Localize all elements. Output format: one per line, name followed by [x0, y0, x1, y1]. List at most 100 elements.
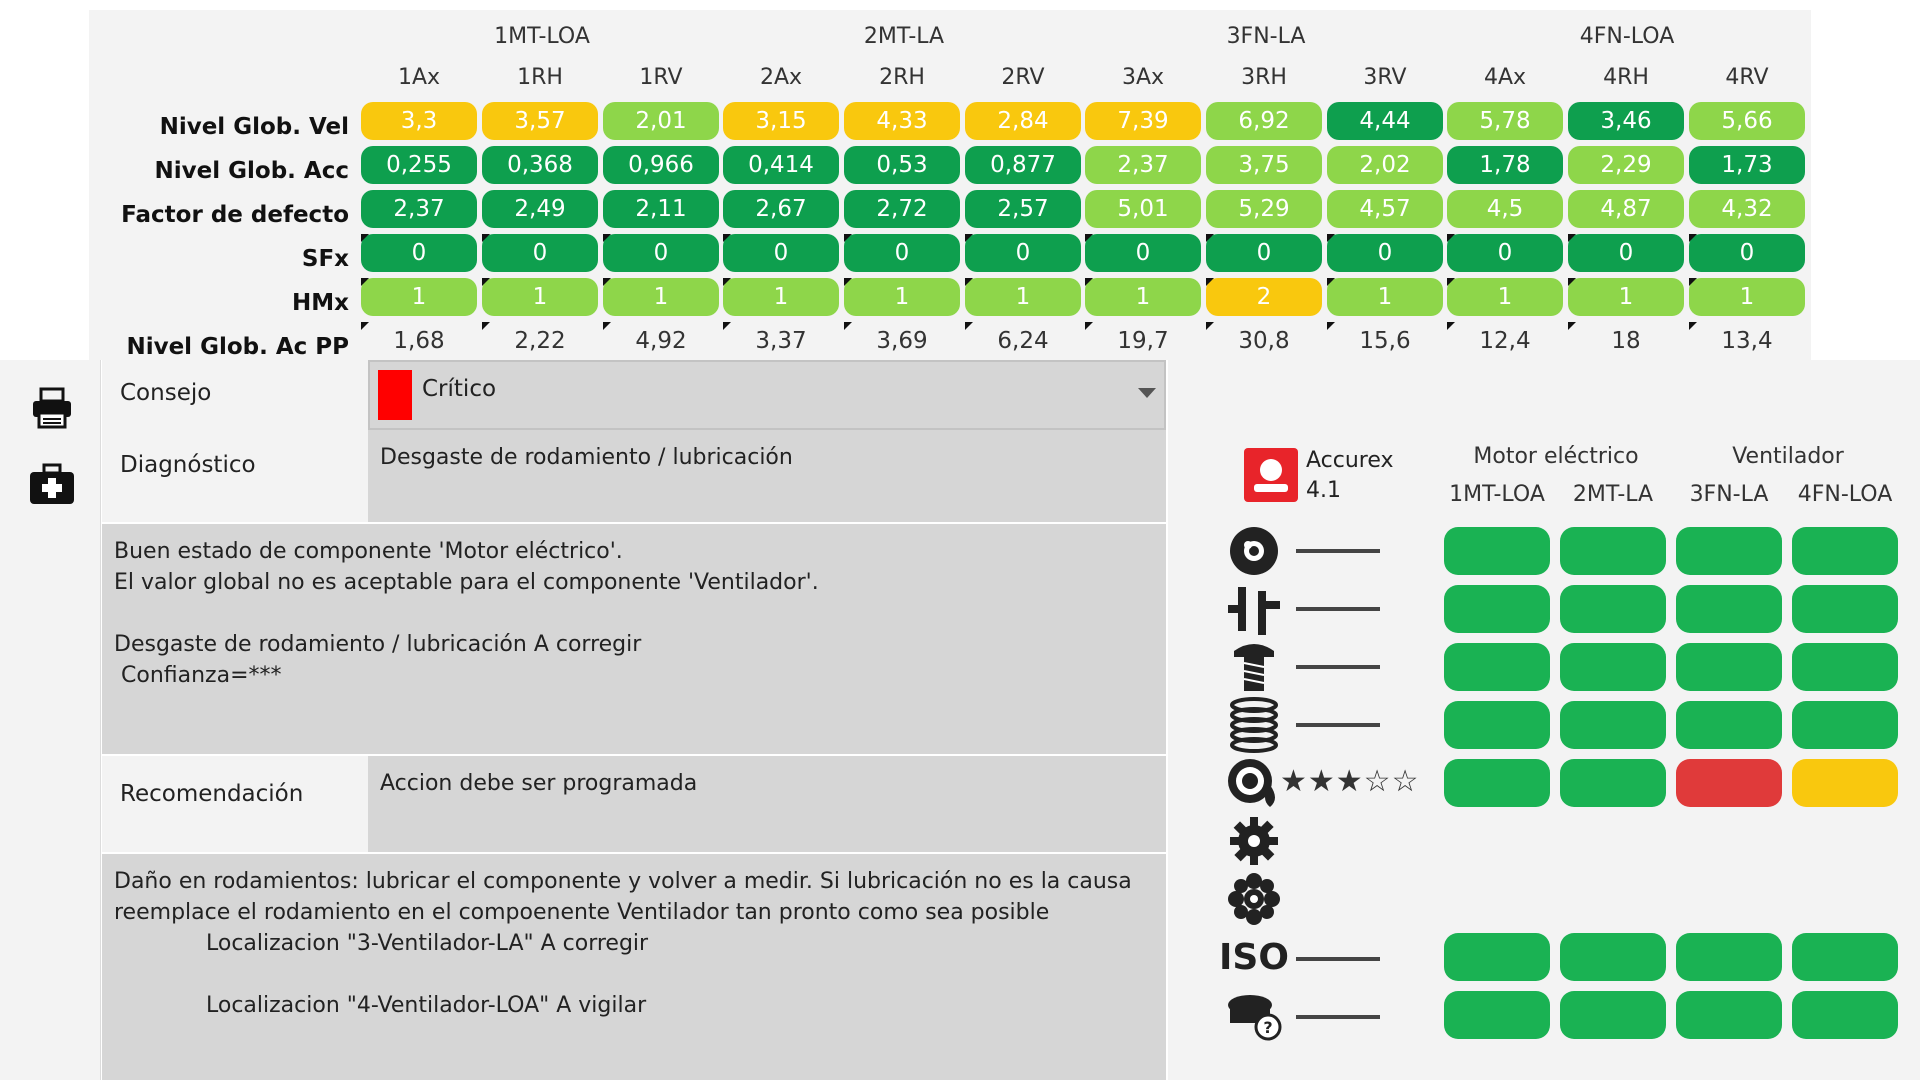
- column-header: 3RH: [1241, 65, 1287, 90]
- group-motor: Motor eléctrico: [1473, 444, 1639, 469]
- table-cell: 13,4: [1689, 322, 1805, 360]
- recomendacion-detail: Daño en rodamientos: lubricar el compone…: [102, 854, 1166, 1080]
- table-cell: 5,78: [1447, 102, 1563, 140]
- table-cell: 18: [1568, 322, 1684, 360]
- diagnostico-label: Diagnóstico: [102, 430, 368, 522]
- table-cell: 15,6: [1327, 322, 1443, 360]
- column-header: 1RV: [639, 65, 683, 90]
- table-cell: 1: [844, 278, 960, 316]
- recomendacion-field[interactable]: Accion debe ser programada: [368, 756, 1166, 852]
- status-indicator: [1560, 701, 1666, 749]
- table-cell: 0: [965, 234, 1081, 272]
- indicator-dash: [1296, 957, 1380, 961]
- table-cell: 3,75: [1206, 146, 1322, 184]
- table-cell: 3,69: [844, 322, 960, 360]
- recomendacion-text: Daño en rodamientos: lubricar el compone…: [114, 869, 1132, 925]
- column-header: 3Ax: [1121, 65, 1165, 90]
- brand-version: 4.1: [1306, 478, 1341, 503]
- misalignment-coupling-icon: [1226, 581, 1282, 637]
- printer-icon[interactable]: [24, 380, 80, 436]
- table-cell: 0: [361, 234, 477, 272]
- status-indicator: [1676, 643, 1782, 691]
- status-indicator: [1560, 991, 1666, 1039]
- group-header: 2MT-LA: [863, 24, 945, 49]
- table-cell: 0: [1447, 234, 1563, 272]
- table-cell: 4,5: [1447, 190, 1563, 228]
- diagnostico-field[interactable]: Desgaste de rodamiento / lubricación: [368, 430, 1166, 522]
- group-header: 1MT-LOA: [494, 24, 590, 49]
- table-cell: 19,7: [1085, 322, 1201, 360]
- indicator-dash: [1296, 607, 1380, 611]
- table-cell: 2,37: [361, 190, 477, 228]
- group-header: 4FN-LOA: [1579, 24, 1675, 49]
- table-cell: 3,37: [723, 322, 839, 360]
- column-header: 2RV: [1001, 65, 1045, 90]
- status-indicator: [1792, 991, 1898, 1039]
- table-cell: 4,57: [1327, 190, 1443, 228]
- diagnostico-detail: Buen estado de componente 'Motor eléctri…: [102, 524, 1166, 754]
- indicator-dash: [1296, 1015, 1380, 1019]
- impeller-icon: [1226, 871, 1282, 927]
- gear-icon: [1226, 813, 1282, 869]
- looseness-bolt-icon: [1226, 639, 1282, 695]
- status-indicator: [1676, 991, 1782, 1039]
- table-cell: 1: [1327, 278, 1443, 316]
- table-cell: 2,84: [965, 102, 1081, 140]
- table-cell: 1: [1085, 278, 1201, 316]
- status-indicator: [1560, 527, 1666, 575]
- status-indicator: [1792, 759, 1898, 807]
- table-cell: 0,53: [844, 146, 960, 184]
- status-indicator: [1444, 701, 1550, 749]
- row-label: Nivel Glob. Ac PP: [126, 334, 349, 360]
- table-cell: 0,255: [361, 146, 477, 184]
- first-aid-kit-icon[interactable]: [24, 456, 80, 512]
- table-cell: 6,24: [965, 322, 1081, 360]
- table-cell: 0: [1085, 234, 1201, 272]
- coil-spring-icon: [1226, 697, 1282, 753]
- table-cell: 2,72: [844, 190, 960, 228]
- status-indicator: [1444, 585, 1550, 633]
- right-column-header: 3FN-LA: [1689, 482, 1769, 507]
- chevron-down-icon: [1138, 388, 1156, 398]
- indicator-dash: [1296, 549, 1380, 553]
- table-cell: 6,92: [1206, 102, 1322, 140]
- confidence-stars: ★★★☆☆: [1280, 764, 1420, 799]
- status-indicator: [1792, 585, 1898, 633]
- table-cell: 3,15: [723, 102, 839, 140]
- table-cell: 0,368: [482, 146, 598, 184]
- row-label: HMx: [292, 290, 349, 316]
- table-cell: 1: [603, 278, 719, 316]
- column-header: 2Ax: [759, 65, 803, 90]
- table-cell: 2,67: [723, 190, 839, 228]
- recomendacion-locations: Localizacion "3-Ventilador-LA" A corregi…: [206, 931, 649, 1018]
- row-label: Nivel Glob. Acc: [154, 158, 349, 184]
- table-cell: 2,22: [482, 322, 598, 360]
- table-cell: 1: [1689, 278, 1805, 316]
- indicator-dash: [1296, 723, 1380, 727]
- svg-text:?: ?: [1263, 1018, 1272, 1037]
- status-indicator: [1676, 701, 1782, 749]
- table-cell: 5,29: [1206, 190, 1322, 228]
- table-cell: 2,49: [482, 190, 598, 228]
- consejo-select[interactable]: Crítico: [368, 360, 1166, 430]
- recomendacion-label: Recomendación: [102, 756, 368, 852]
- iso-label-icon: ISO: [1219, 936, 1289, 978]
- table-cell: 12,4: [1447, 322, 1563, 360]
- table-cell: 2,37: [1085, 146, 1201, 184]
- left-toolbar: [0, 360, 101, 1080]
- row-label: SFx: [301, 246, 349, 272]
- table-cell: 0: [482, 234, 598, 272]
- status-indicator: [1444, 527, 1550, 575]
- status-indicator: [1792, 527, 1898, 575]
- table-cell: 2,01: [603, 102, 719, 140]
- group-fan: Ventilador: [1732, 444, 1844, 469]
- table-cell: 2: [1206, 278, 1322, 316]
- table-cell: 0,414: [723, 146, 839, 184]
- critical-color-swatch: [378, 370, 412, 420]
- status-indicator: [1560, 759, 1666, 807]
- table-cell: 0,877: [965, 146, 1081, 184]
- consejo-label: Consejo: [102, 360, 368, 430]
- right-column-header: 4FN-LOA: [1797, 482, 1893, 507]
- measurement-table: 1MT-LOA 2MT-LA 3FN-LA 4FN-LOA 1Ax 1RH 1R…: [89, 10, 1811, 360]
- table-cell: 3,3: [361, 102, 477, 140]
